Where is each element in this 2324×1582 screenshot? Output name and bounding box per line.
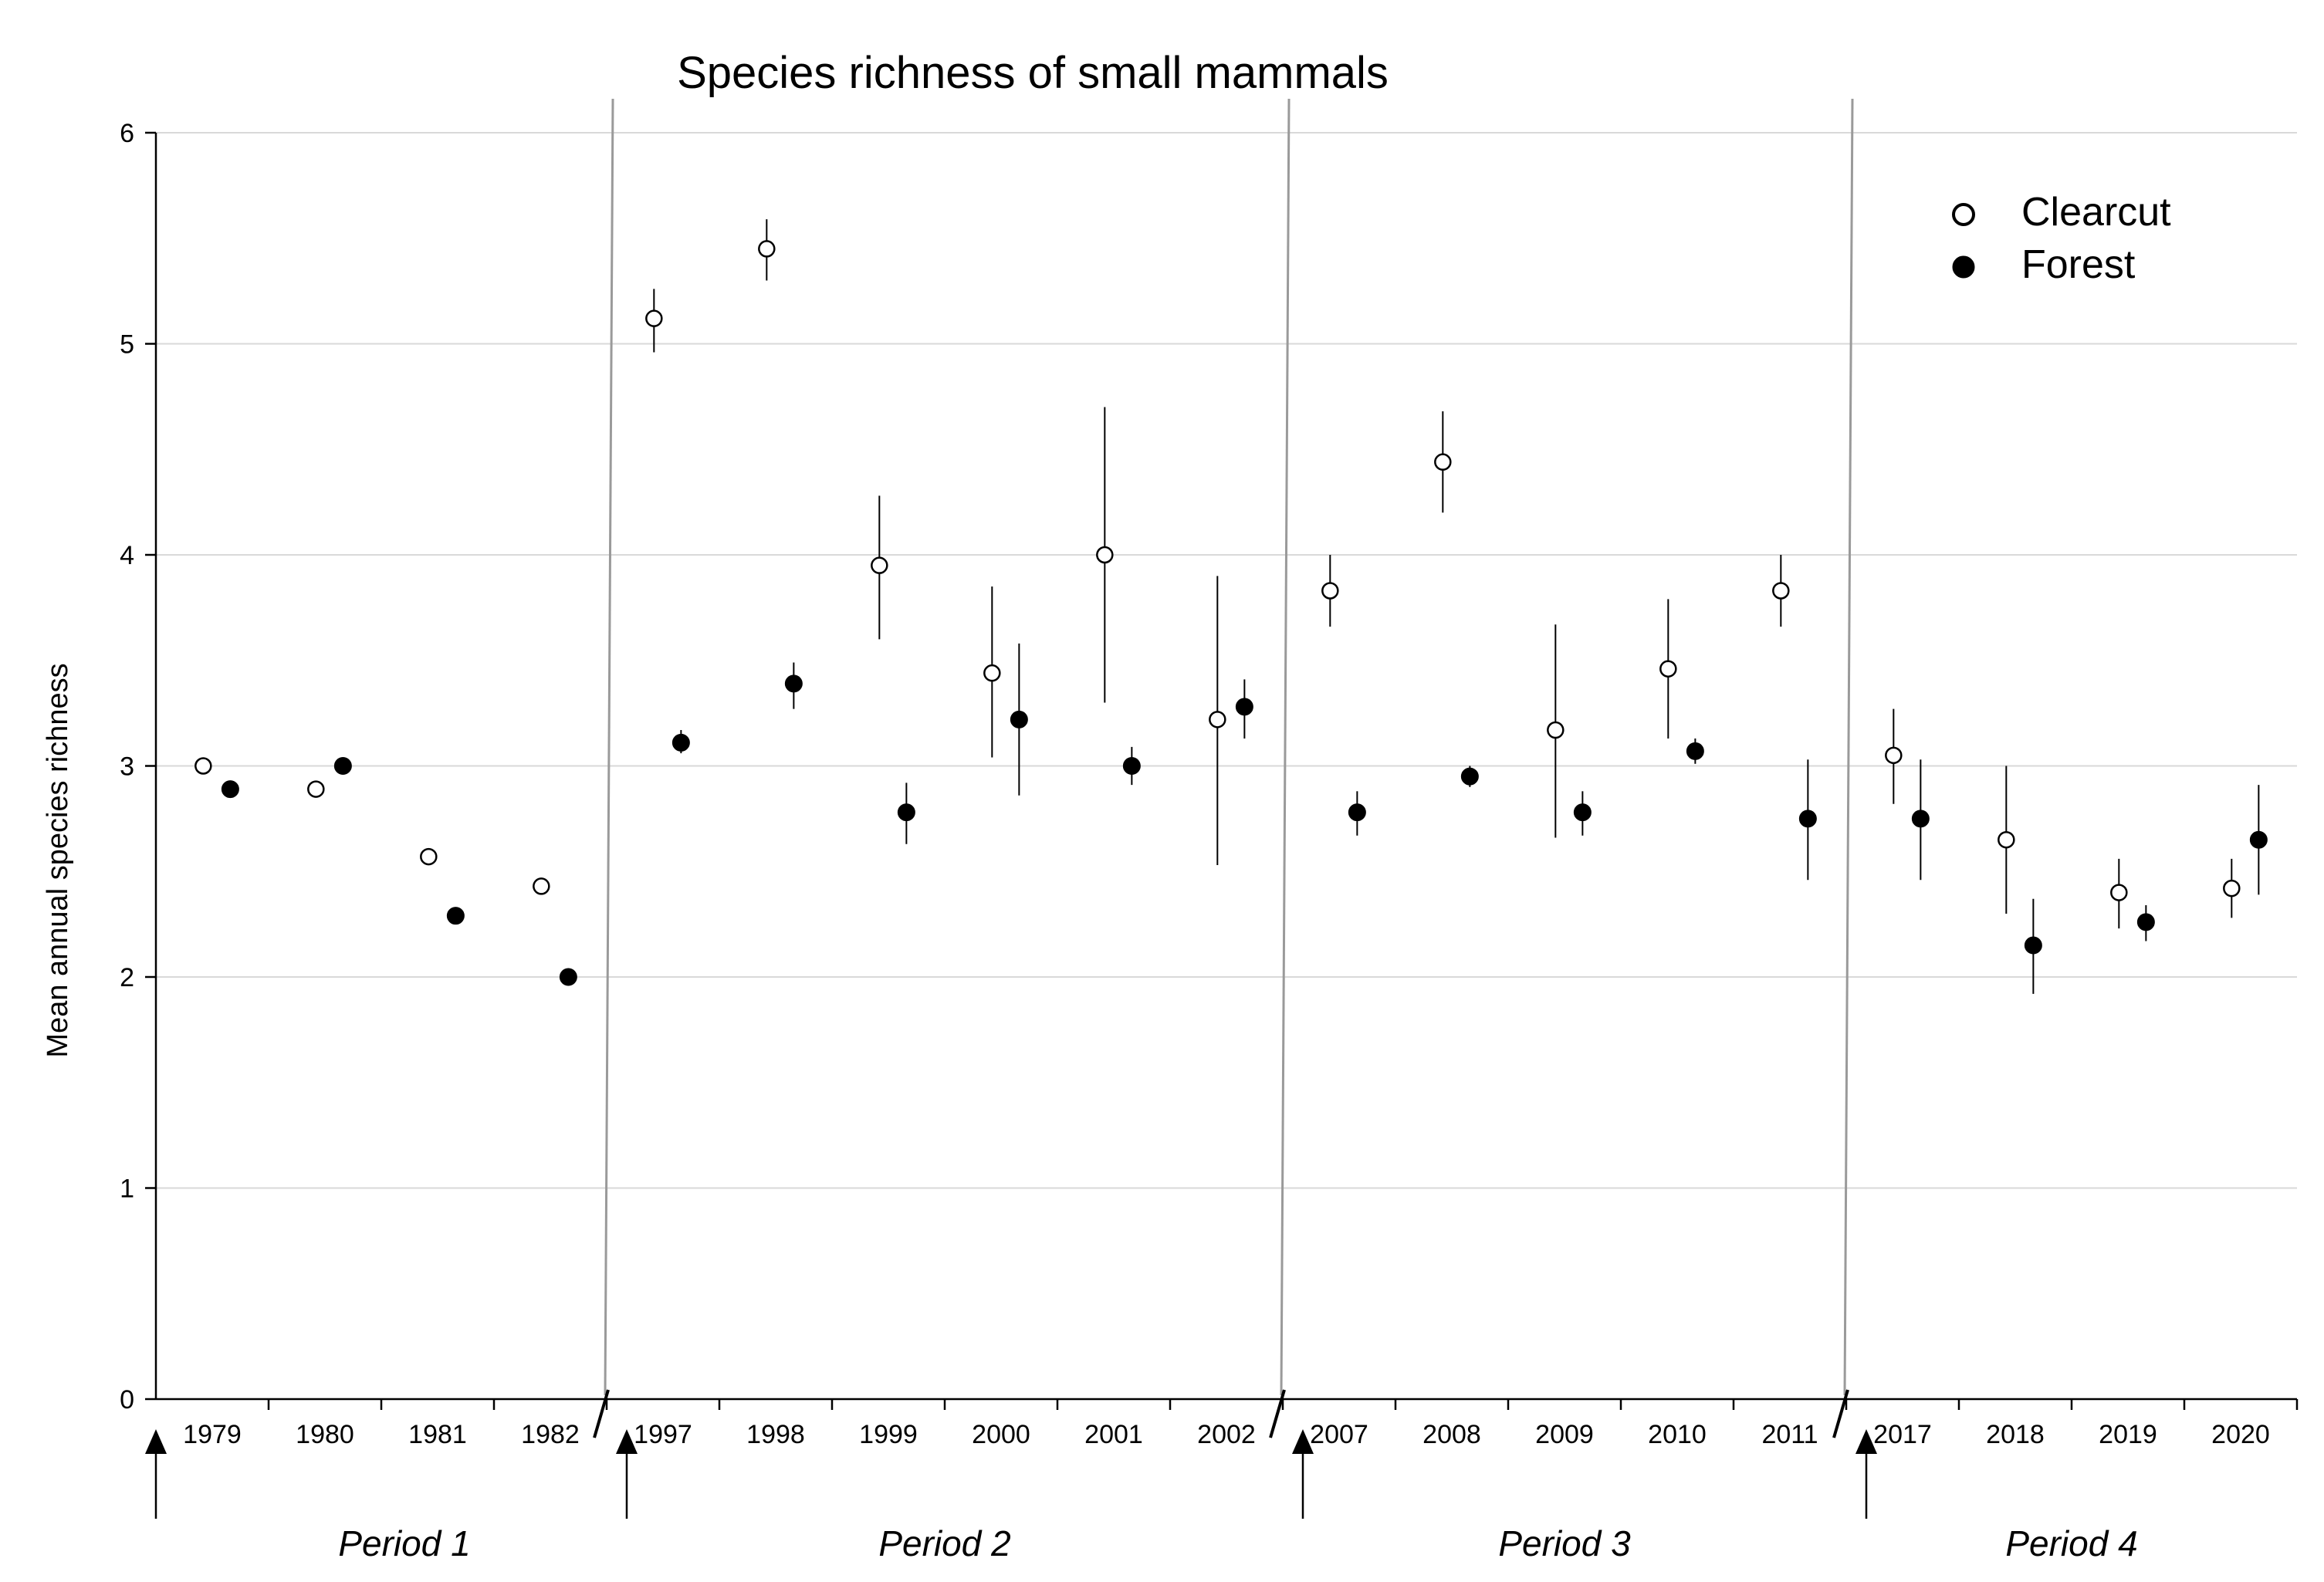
- x-tick-label: 2008: [1422, 1420, 1481, 1449]
- period-separator: [1280, 98, 1291, 1396]
- clearcut-point: [1209, 711, 1226, 728]
- x-tick-label: 1979: [183, 1420, 242, 1449]
- forest-point: [333, 757, 352, 775]
- x-tick-label: 2011: [1761, 1420, 1818, 1449]
- arrow-head: [145, 1429, 167, 1454]
- period-label: Period 4: [2005, 1523, 2137, 1563]
- clearcut-point: [1885, 746, 1903, 765]
- legend: Clearcut Forest: [1952, 190, 2171, 287]
- x-tick-label: 1980: [296, 1420, 354, 1449]
- clearcut-point: [1659, 660, 1677, 678]
- clearcut-point: [1998, 830, 2015, 849]
- y-tick-label: 5: [120, 330, 134, 360]
- data-points: [195, 240, 2268, 986]
- period-label: Period 3: [1498, 1523, 1631, 1563]
- clearcut-point: [1321, 582, 1339, 600]
- forest-point: [2136, 913, 2155, 931]
- period-label: Period 1: [338, 1523, 470, 1563]
- forest-point: [784, 674, 803, 693]
- y-axis-label: Mean annual species richness: [42, 663, 74, 1057]
- forest-point: [1235, 698, 1253, 716]
- forest-point: [1122, 757, 1141, 775]
- forest-point: [1460, 767, 1479, 786]
- y-tick-label: 4: [120, 541, 134, 570]
- clearcut-point: [533, 877, 550, 895]
- y-tick-label: 1: [120, 1175, 134, 1204]
- arrow-head: [616, 1429, 638, 1454]
- x-tick-label: 1997: [634, 1420, 692, 1449]
- forest-point: [1573, 803, 1592, 822]
- x-tick-labels: 1979 1980 1981 1982 1997 1998 1999 2000 2001 2002…: [183, 1420, 2270, 1449]
- forest-point: [446, 907, 465, 925]
- x-tick-label: 2001: [1084, 1420, 1143, 1449]
- axis-break-mark: [593, 1389, 610, 1438]
- forest-point: [559, 968, 577, 986]
- gridlines: [156, 132, 2297, 1189]
- forest-point: [1348, 803, 1366, 822]
- x-tick-label: 1982: [521, 1420, 580, 1449]
- x-tick-label: 2019: [2099, 1420, 2157, 1449]
- arrow-head: [1292, 1429, 1314, 1454]
- x-tick-label: 2020: [2211, 1420, 2270, 1449]
- legend-label: Forest: [2021, 242, 2136, 287]
- axes: [145, 131, 2299, 1438]
- x-tick-label: 2000: [972, 1420, 1030, 1449]
- y-tick-label: 6: [120, 119, 134, 148]
- x-tick-label: 2017: [1873, 1420, 1932, 1449]
- axis-break-mark: [1832, 1389, 1849, 1438]
- clearcut-point: [645, 309, 663, 327]
- forest-point: [221, 780, 239, 799]
- y-tick-label: 3: [120, 752, 134, 782]
- clearcut-point: [195, 757, 212, 775]
- x-tick-label: 2007: [1310, 1420, 1368, 1449]
- clearcut-point: [871, 556, 888, 574]
- clearcut-point: [758, 240, 776, 258]
- period-label: Period 2: [878, 1523, 1010, 1563]
- clearcut-point: [1772, 582, 1790, 600]
- forest-point: [897, 803, 915, 822]
- y-tick-label: 0: [120, 1385, 134, 1415]
- clearcut-point: [2110, 884, 2128, 901]
- x-tick-label: 1998: [746, 1420, 805, 1449]
- x-tick-label: 2018: [1986, 1420, 2045, 1449]
- x-tick-label: 1999: [859, 1420, 918, 1449]
- forest-point: [2024, 936, 2042, 955]
- arrow-head: [1855, 1429, 1877, 1454]
- clearcut-point: [307, 780, 325, 798]
- axis-break-mark: [1269, 1389, 1286, 1438]
- clearcut-point: [1434, 453, 1452, 471]
- clearcut-point: [983, 664, 1001, 682]
- forest-point: [1911, 810, 1930, 828]
- forest-point: [1010, 710, 1028, 728]
- chart-title: Species richness of small mammals: [677, 48, 1389, 98]
- error-bars: [653, 219, 2260, 994]
- clearcut-point: [1547, 721, 1565, 739]
- forest-point: [2249, 830, 2268, 849]
- period-labels: Period 1 Period 2 Period 3 Period 4: [338, 1523, 2137, 1563]
- clearcut-point: [420, 847, 438, 866]
- forest-point: [1686, 742, 1704, 760]
- period-separator: [1843, 98, 1854, 1396]
- forest-point: [671, 733, 690, 752]
- clearcut-arrows: [145, 1429, 1877, 1519]
- x-tick-label: 1981: [408, 1420, 467, 1449]
- y-tick-labels: 0 1 2 3 4 5 6: [120, 119, 134, 1415]
- period-separator: [604, 98, 614, 1396]
- legend-marker: [1952, 203, 1975, 226]
- legend-label: Clearcut: [2021, 190, 2171, 235]
- clearcut-point: [2223, 879, 2241, 897]
- x-tick-label: 2002: [1197, 1420, 1256, 1449]
- y-tick-label: 2: [120, 963, 134, 992]
- legend-marker: [1952, 255, 1975, 279]
- forest-point: [1798, 810, 1817, 828]
- x-tick-label: 2009: [1535, 1420, 1594, 1449]
- period-separators: [604, 98, 1854, 1396]
- clearcut-point: [1096, 546, 1114, 564]
- x-tick-label: 2010: [1648, 1420, 1707, 1449]
